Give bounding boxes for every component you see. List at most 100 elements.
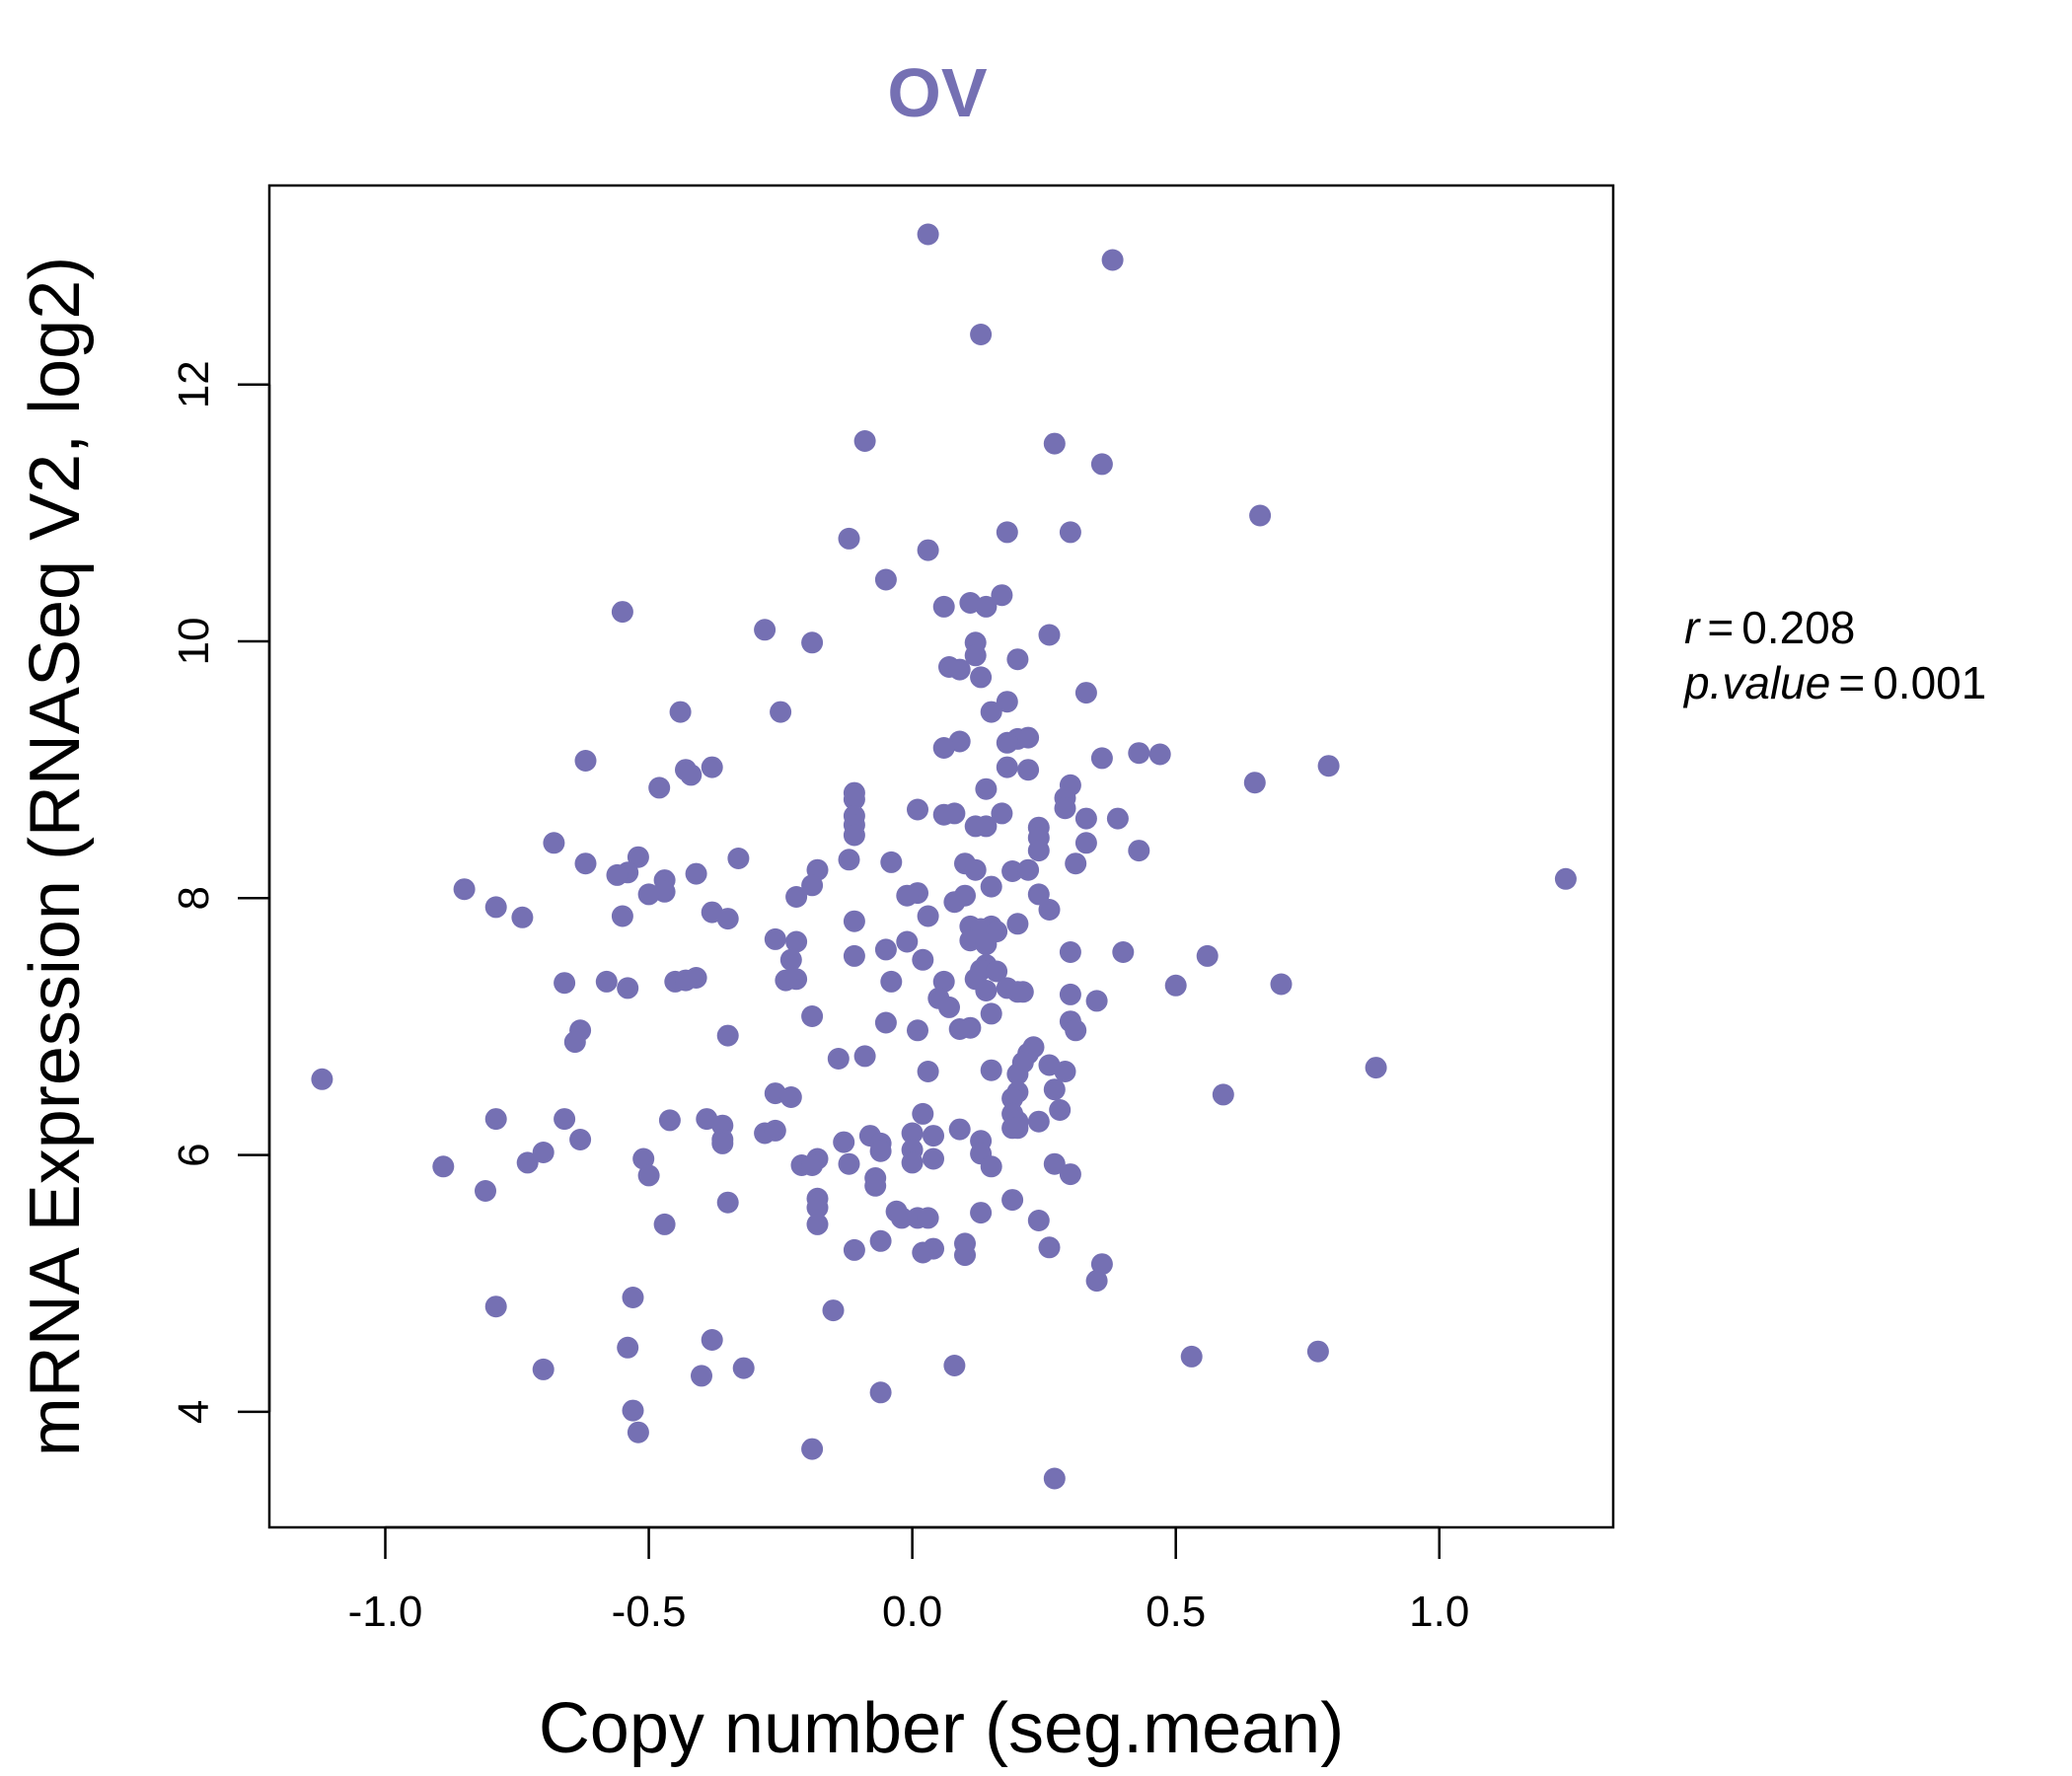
- data-point-236: [912, 1241, 934, 1264]
- data-point-72: [727, 848, 750, 869]
- data-point-241: [484, 1295, 507, 1318]
- data-point-207: [901, 1151, 924, 1174]
- data-point-168: [311, 1068, 333, 1090]
- data-point-74: [880, 851, 903, 873]
- r-label: r: [1684, 602, 1701, 653]
- data-point-175: [1049, 1099, 1072, 1121]
- data-point-101: [511, 906, 534, 928]
- data-point-145: [938, 996, 960, 1018]
- data-point-17: [754, 619, 777, 641]
- data-point-89: [453, 878, 476, 901]
- data-point-63: [975, 815, 998, 838]
- data-point-231: [869, 1229, 892, 1252]
- data-point-208: [838, 1152, 860, 1175]
- data-point-67: [1074, 832, 1097, 854]
- data-point-80: [1017, 858, 1040, 881]
- data-point-139: [975, 980, 998, 1001]
- data-point-215: [637, 1164, 660, 1187]
- y-tick-label-1: 6: [170, 1143, 218, 1166]
- data-point-255: [1043, 1467, 1066, 1490]
- r-annotation: r = 0.208: [1684, 602, 1855, 653]
- data-point-243: [701, 1329, 723, 1351]
- x-tick-label-1: -0.5: [612, 1588, 687, 1636]
- data-point-180: [658, 1109, 681, 1132]
- data-point-97: [1038, 899, 1061, 921]
- data-point-189: [764, 1119, 786, 1142]
- data-point-164: [917, 1061, 939, 1082]
- data-point-51: [843, 788, 865, 811]
- data-point-25: [970, 666, 993, 689]
- data-point-12: [991, 584, 1013, 607]
- r-value: 0.208: [1741, 602, 1855, 653]
- data-point-249: [532, 1358, 555, 1380]
- data-point-173: [1212, 1083, 1234, 1106]
- p-label: p.value: [1682, 657, 1830, 708]
- data-point-229: [653, 1213, 676, 1235]
- data-point-191: [923, 1125, 944, 1147]
- data-point-103: [716, 908, 739, 930]
- plot-frame: [267, 184, 1615, 1529]
- data-point-203: [923, 1147, 944, 1170]
- data-point-11: [874, 568, 897, 591]
- data-point-120: [779, 948, 802, 971]
- data-point-34: [1017, 726, 1040, 749]
- data-point-235: [1038, 1236, 1061, 1259]
- data-point-142: [1059, 983, 1081, 1005]
- data-point-110: [764, 927, 786, 950]
- y-tick-label-3: 10: [170, 618, 218, 666]
- data-point-38: [1090, 747, 1113, 770]
- data-point-92: [785, 886, 808, 908]
- data-point-163: [1365, 1057, 1387, 1079]
- data-point-6: [1249, 504, 1272, 527]
- data-point-86: [801, 874, 824, 897]
- data-point-35: [932, 737, 955, 759]
- r-equals: =: [1707, 602, 1734, 653]
- data-point-160: [827, 1048, 850, 1070]
- y-axis-title: mRNA Expression (RNASeq V2, log2): [16, 257, 95, 1456]
- data-point-118: [843, 944, 865, 967]
- data-point-238: [1090, 1253, 1113, 1276]
- data-point-73: [838, 849, 860, 871]
- p-equals: =: [1838, 657, 1865, 708]
- data-point-104: [843, 910, 865, 932]
- data-point-187: [1006, 1117, 1029, 1140]
- data-point-3: [853, 430, 876, 452]
- data-point-1: [1101, 249, 1124, 271]
- data-point-244: [617, 1336, 639, 1359]
- data-point-54: [907, 798, 928, 821]
- data-point-165: [980, 1059, 1002, 1081]
- data-point-117: [1059, 941, 1081, 963]
- data-point-48: [648, 777, 671, 799]
- data-point-69: [1027, 840, 1050, 862]
- data-point-100: [917, 905, 939, 927]
- y-tick-label-2: 8: [170, 886, 218, 910]
- data-point-83: [685, 862, 707, 885]
- data-point-152: [1065, 1019, 1087, 1042]
- data-point-76: [1065, 852, 1087, 875]
- data-point-130: [554, 972, 576, 995]
- data-point-210: [801, 1154, 824, 1176]
- data-point-22: [1006, 648, 1029, 671]
- data-point-39: [574, 750, 597, 772]
- data-point-217: [864, 1174, 887, 1197]
- data-point-68: [543, 832, 565, 854]
- data-point-112: [896, 930, 919, 953]
- data-point-220: [1001, 1189, 1024, 1212]
- data-point-53: [1054, 797, 1076, 820]
- data-point-114: [975, 933, 998, 956]
- data-point-15: [932, 595, 955, 618]
- x-tick-label-3: 0.5: [1146, 1588, 1206, 1636]
- data-point-245: [1306, 1340, 1329, 1363]
- data-point-174: [1001, 1087, 1024, 1110]
- data-point-10: [1059, 521, 1081, 544]
- data-point-193: [569, 1129, 592, 1150]
- data-point-200: [869, 1140, 892, 1162]
- data-point-253: [627, 1421, 649, 1443]
- data-point-225: [890, 1207, 913, 1229]
- data-point-111: [785, 930, 808, 953]
- data-point-248: [732, 1357, 755, 1379]
- data-point-18: [1038, 624, 1061, 646]
- data-point-121: [912, 948, 934, 971]
- data-point-37: [1148, 743, 1171, 766]
